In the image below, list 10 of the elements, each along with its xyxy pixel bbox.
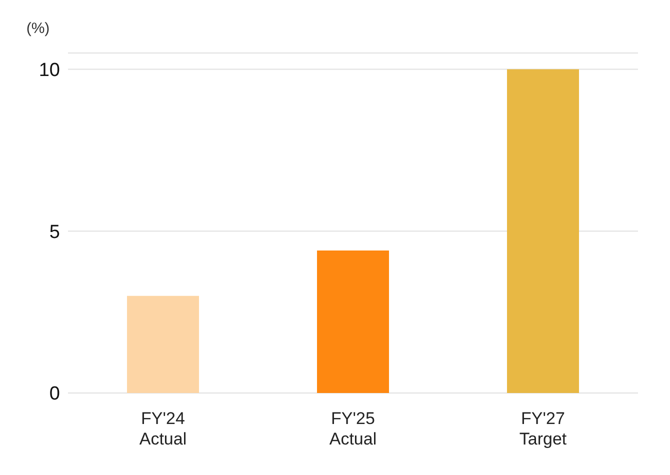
x-tick-label: FY'24 Actual <box>139 409 187 448</box>
x-tick-label: FY'27 Target <box>519 409 567 448</box>
y-tick-label: 0 <box>49 384 60 405</box>
y-tick-label: 5 <box>49 222 60 243</box>
bar <box>127 296 199 393</box>
y-tick-label: 10 <box>38 60 60 81</box>
y-axis-title: (%) <box>26 20 50 37</box>
bar <box>507 69 579 393</box>
x-tick-label: FY'25 Actual <box>329 409 377 448</box>
bar <box>317 250 389 393</box>
